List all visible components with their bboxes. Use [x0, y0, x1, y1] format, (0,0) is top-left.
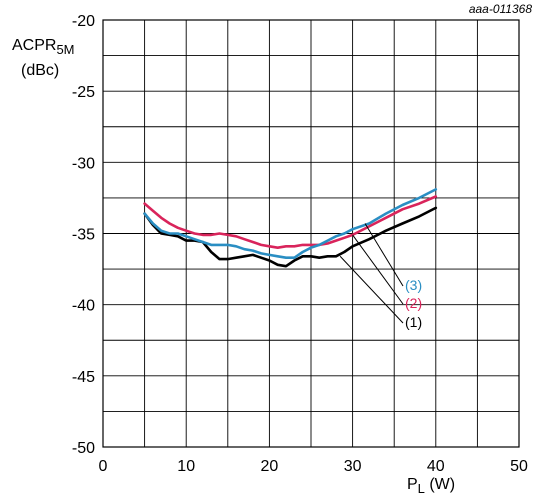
reference-code: aaa-011368	[469, 2, 532, 16]
series-layer	[143, 188, 438, 268]
x-tick-label: 10	[177, 458, 195, 475]
x-axis-title: PL (W)	[407, 476, 455, 496]
x-axis-title-main: P	[407, 476, 418, 493]
x-tick-label: 40	[427, 458, 445, 475]
y-axis-unit: (dBc)	[21, 62, 59, 79]
x-axis-title-subscript: L	[418, 481, 425, 496]
y-axis-title: ACPR5M	[12, 37, 75, 57]
series-leader-line	[352, 234, 404, 305]
series-line	[143, 188, 438, 259]
series-leader-line	[339, 255, 404, 324]
series-label: (3)	[405, 277, 422, 293]
x-axis-title-unit: (W)	[425, 476, 455, 493]
y-tick-label: -30	[72, 155, 95, 172]
y-tick-label: -25	[72, 84, 95, 101]
x-tick-label: 20	[261, 458, 279, 475]
leader-layer	[339, 223, 404, 324]
series-label: (1)	[405, 314, 422, 330]
y-tick-label: -40	[72, 298, 95, 315]
x-tick-label: 0	[99, 458, 108, 475]
y-tick-labels: -20 -25 -30 -35 -40 -45 -50	[72, 13, 95, 457]
x-tick-label: 30	[344, 458, 362, 475]
y-tick-label: -50	[72, 440, 95, 457]
y-tick-label: -45	[72, 369, 95, 386]
series-line	[143, 206, 438, 268]
y-axis-title-main: ACPR	[12, 37, 56, 54]
x-tick-labels: 0 10 20 30 40 50	[99, 458, 528, 475]
series-line	[143, 195, 438, 249]
series-label-layer: (3) (2) (1)	[405, 277, 422, 330]
plot-frame	[102, 19, 520, 448]
series-leader-line	[364, 223, 404, 287]
y-axis-title-subscript: 5M	[56, 42, 74, 57]
y-tick-label: -35	[72, 227, 95, 244]
x-tick-label: 50	[510, 458, 528, 475]
y-tick-label: -20	[72, 13, 95, 30]
series-label: (2)	[405, 295, 422, 311]
